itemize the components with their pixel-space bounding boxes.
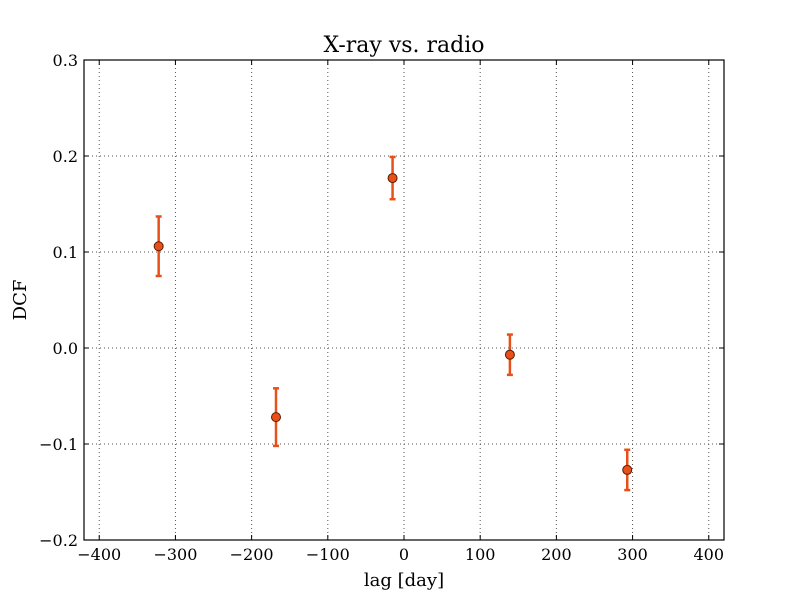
y-axis-label: DCF bbox=[10, 280, 31, 321]
chart-title: X-ray vs. radio bbox=[323, 33, 484, 58]
x-tick-label: 100 bbox=[465, 545, 496, 564]
plot-frame bbox=[83, 59, 725, 541]
data-points bbox=[153, 155, 633, 492]
x-tick-label: −100 bbox=[306, 545, 350, 564]
y-tick-label: −0.1 bbox=[39, 435, 78, 454]
x-tick-labels: −400 −300 −200 −100 0 100 200 300 400 bbox=[77, 545, 724, 564]
y-tick-label: 0.1 bbox=[53, 243, 78, 262]
y-tick-label: 0.3 bbox=[53, 51, 78, 70]
data-point bbox=[271, 412, 281, 423]
y-tick-label: 0.0 bbox=[53, 339, 78, 358]
x-tick-label: 300 bbox=[617, 545, 648, 564]
y-tick-labels: −0.2 −0.1 0.0 0.1 0.2 0.3 bbox=[39, 51, 78, 550]
data-point bbox=[153, 241, 164, 252]
data-point bbox=[504, 349, 515, 360]
data-point bbox=[387, 173, 398, 184]
y-tick-label: −0.2 bbox=[39, 531, 78, 550]
data-point bbox=[622, 464, 633, 475]
x-tick-label: −400 bbox=[77, 545, 121, 564]
y-tick-label: 0.2 bbox=[53, 147, 78, 166]
x-tick-label: 0 bbox=[399, 545, 409, 564]
x-tick-label: 400 bbox=[693, 545, 724, 564]
x-tick-label: −300 bbox=[153, 545, 197, 564]
x-axis-label: lag [day] bbox=[364, 570, 444, 591]
x-tick-label: −200 bbox=[230, 545, 274, 564]
x-tick-label: 200 bbox=[541, 545, 572, 564]
grid-lines bbox=[84, 60, 724, 540]
